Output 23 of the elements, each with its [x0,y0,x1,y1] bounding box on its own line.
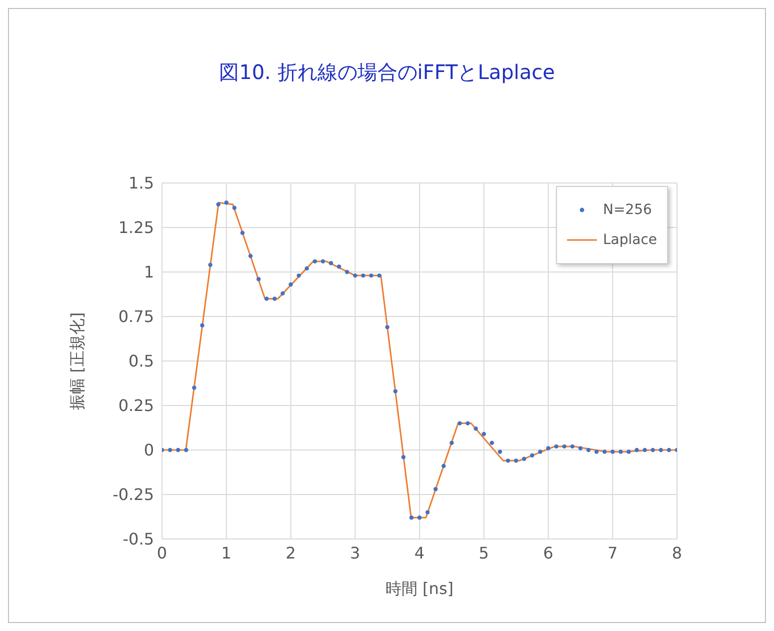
x-tick-label: 7 [608,543,618,562]
legend-label: N=256 [603,202,652,218]
legend-label: Laplace [603,232,658,248]
y-tick-label: 1.5 [128,174,154,193]
x-tick-label: 4 [414,543,425,562]
y-tick-label: -0.25 [112,485,154,504]
x-tick-label: 3 [350,543,360,562]
x-tick-label: 6 [543,543,554,562]
x-tick-label: 8 [672,543,682,562]
y-tick-label: 1 [144,262,154,282]
y-tick-label: 0 [144,440,154,460]
y-tick-label: -0.5 [122,530,154,549]
y-tick-label: 0.75 [118,307,154,326]
y-tick-label: 0.25 [118,396,154,416]
x-tick-label: 0 [156,543,168,562]
y-tick-label: 1.25 [118,218,154,238]
y-tick-label: 0.5 [128,352,154,371]
chart-title: 図10. 折れ線の場合のiFFTとLaplace [218,59,556,86]
x-axis-title: 時間 [ns] [385,579,454,598]
x-tick-label: 2 [286,543,296,562]
y-axis-title: 振幅 [正規化] [68,312,87,410]
x-tick-label: 1 [221,543,232,562]
x-tick-label: 5 [478,543,489,562]
